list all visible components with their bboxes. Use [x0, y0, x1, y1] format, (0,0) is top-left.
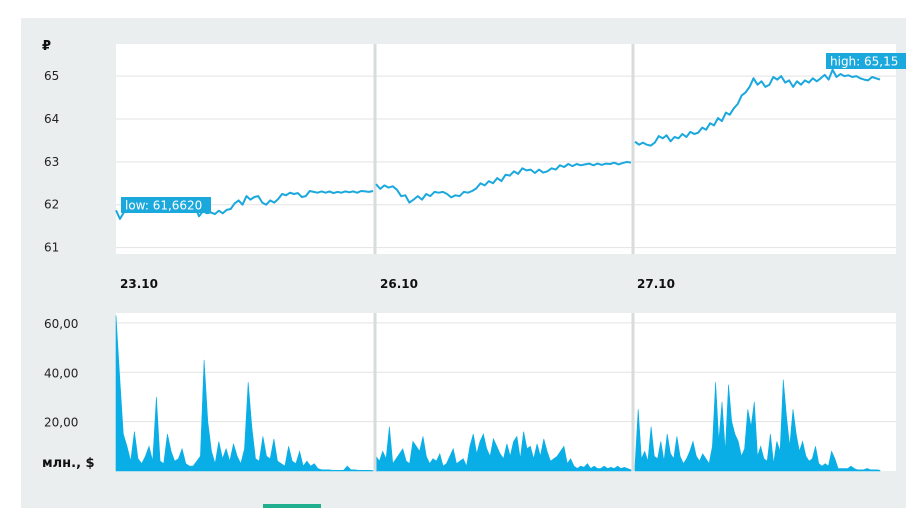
high-callout-text: high: 65,15 — [830, 55, 898, 69]
high-callout: high: 65,15 — [826, 53, 906, 69]
volume-area-26.10 — [375, 426, 632, 472]
high-callout-box — [826, 53, 906, 69]
price-y-tick-label: 62 — [44, 198, 59, 212]
volume-series — [115, 315, 881, 472]
low-callout-text: low: 61,6620 — [125, 199, 202, 213]
volume-area-23.10 — [115, 315, 374, 472]
date-label-1: 26.10 — [380, 277, 418, 291]
low-callout-box — [121, 197, 211, 213]
price-y-tick-label: 61 — [44, 241, 59, 255]
price-plot-area — [116, 44, 896, 254]
price-line-26.10 — [375, 160, 632, 204]
session-date-labels: 23.10 26.10 27.10 — [120, 277, 675, 291]
date-label-0: 23.10 — [120, 277, 158, 291]
price-y-tick-label: 63 — [44, 155, 59, 169]
low-callout: low: 61,6620 — [121, 197, 211, 213]
volume-area-27.10 — [634, 379, 881, 472]
volume-y-tick-label: 40,00 — [44, 366, 78, 380]
volume-chart: 20,00 40,00 60,00 млн., $ — [42, 313, 896, 472]
volume-session-separators — [373, 313, 635, 471]
price-unit-label: ₽ — [42, 39, 51, 54]
price-grid — [116, 75, 896, 249]
active-tab-indicator[interactable] — [263, 504, 321, 508]
price-session-separators — [373, 44, 635, 254]
volume-y-ticks: 20,00 40,00 60,00 — [44, 317, 78, 430]
price-line-27.10 — [634, 68, 881, 147]
price-y-tick-label: 64 — [44, 112, 59, 126]
price-chart: 61 62 63 64 65 ₽ low: 61,6620 high: 65,15 — [42, 39, 906, 255]
date-label-2: 27.10 — [637, 277, 675, 291]
volume-y-tick-label: 20,00 — [44, 416, 78, 430]
volume-unit-label: млн., $ — [42, 456, 95, 471]
price-y-ticks: 61 62 63 64 65 — [44, 69, 59, 254]
volume-y-tick-label: 60,00 — [44, 317, 78, 331]
price-y-tick-label: 65 — [44, 69, 59, 83]
